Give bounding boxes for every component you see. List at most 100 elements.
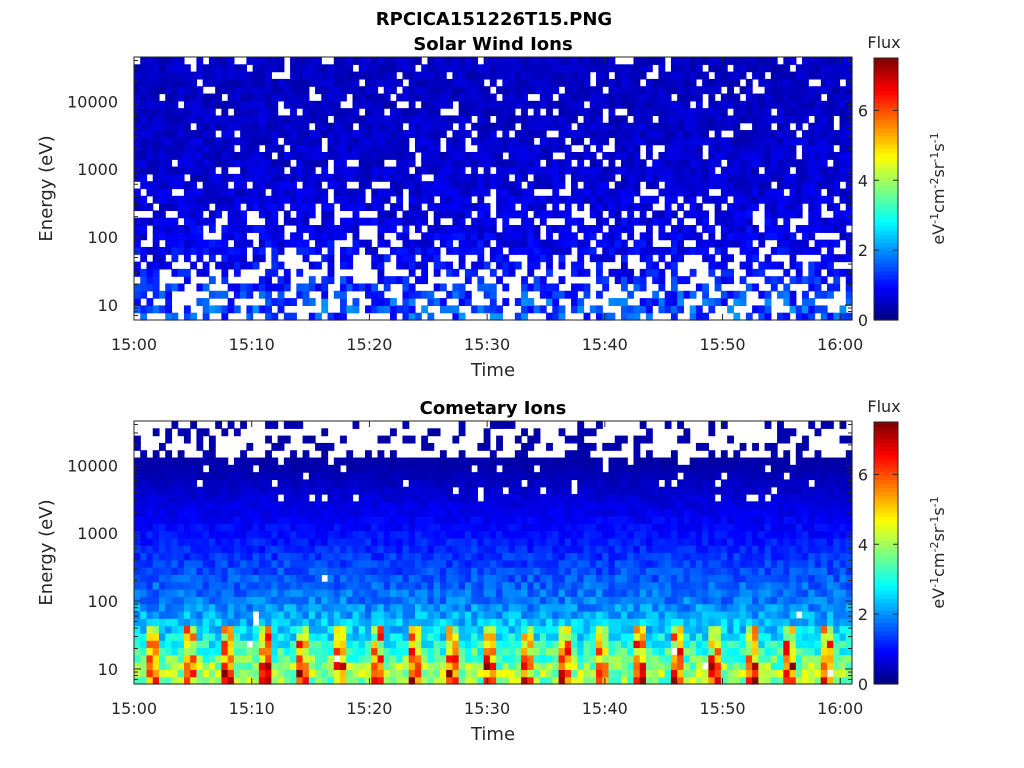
heatmap-cell	[745, 239, 753, 248]
heatmap-cell	[277, 610, 285, 619]
heatmap-cell	[664, 71, 672, 80]
heatmap-cell	[414, 486, 422, 495]
heatmap-cell	[327, 647, 335, 656]
heatmap-cell	[839, 312, 847, 321]
heatmap-cell	[358, 654, 366, 663]
heatmap-cell	[233, 181, 241, 190]
heatmap-cell	[602, 137, 610, 146]
heatmap-cell	[577, 93, 585, 102]
heatmap-cell	[277, 574, 285, 583]
heatmap-cell	[346, 603, 354, 612]
heatmap-cell	[758, 93, 766, 102]
heatmap-cell	[233, 486, 241, 495]
heatmap-cell	[433, 115, 441, 124]
heatmap-cell	[571, 57, 578, 65]
heatmap-cell	[315, 610, 322, 619]
heatmap-cell	[158, 545, 166, 554]
heatmap-cell	[333, 225, 341, 233]
heatmap-cell	[134, 662, 141, 670]
heatmap-cell	[452, 166, 460, 175]
heatmap-cell	[402, 217, 410, 226]
heatmap-cell	[708, 86, 716, 95]
heatmap-cell	[352, 654, 360, 663]
heatmap-cell	[446, 86, 454, 95]
heatmap-cell	[689, 122, 697, 131]
heatmap-cell	[333, 508, 341, 517]
heatmap-cell	[277, 188, 285, 197]
heatmap-cell	[620, 159, 628, 168]
heatmap-cell	[770, 93, 778, 102]
heatmap-cell	[496, 86, 503, 95]
heatmap-cell	[221, 625, 229, 634]
heatmap-cell	[620, 261, 628, 270]
heatmap-cell	[433, 122, 441, 131]
heatmap-cell	[627, 268, 635, 277]
heatmap-cell	[165, 581, 173, 590]
heatmap-cell	[664, 122, 672, 131]
heatmap-cell	[839, 122, 847, 131]
heatmap-cell	[134, 195, 141, 204]
heatmap-cell	[752, 64, 759, 73]
heatmap-cell	[221, 203, 229, 212]
heatmap-cell	[770, 225, 778, 233]
heatmap-cell	[658, 225, 666, 233]
heatmap-cell	[358, 137, 366, 146]
heatmap-cell	[708, 137, 716, 146]
heatmap-cell	[739, 298, 747, 306]
heatmap-cell	[258, 486, 266, 495]
heatmap-cell	[140, 312, 148, 321]
heatmap-cell	[664, 93, 672, 102]
heatmap-cell	[327, 654, 335, 663]
heatmap-cell	[202, 93, 210, 102]
heatmap-cell	[714, 246, 722, 255]
heatmap-cell	[215, 537, 223, 546]
heatmap-cell	[408, 508, 416, 517]
heatmap-cell	[433, 654, 441, 663]
heatmap-cell	[602, 276, 610, 285]
heatmap-cell	[190, 640, 198, 649]
heatmap-cell	[708, 261, 716, 270]
heatmap-cell	[414, 93, 422, 102]
heatmap-cell	[814, 225, 822, 233]
heatmap-cell	[389, 552, 397, 561]
heatmap-cell	[552, 122, 560, 131]
heatmap-cell	[396, 494, 404, 502]
heatmap-cell	[446, 530, 454, 539]
heatmap-cell	[202, 581, 210, 590]
heatmap-cell	[327, 122, 335, 131]
heatmap-cell	[670, 173, 678, 182]
heatmap-cell	[633, 137, 641, 146]
heatmap-cell	[389, 210, 397, 219]
heatmap-cell	[371, 151, 379, 160]
heatmap-cell	[365, 574, 372, 583]
heatmap-cell	[283, 669, 291, 678]
heatmap-cell	[708, 166, 716, 175]
heatmap-cell	[177, 151, 185, 160]
panel-title: Cometary Ions	[420, 398, 567, 419]
heatmap-cell	[408, 457, 416, 466]
heatmap-cell	[158, 508, 166, 517]
heatmap-cell	[258, 669, 266, 678]
heatmap-cell	[427, 78, 435, 87]
heatmap-cell	[340, 290, 347, 299]
heatmap-cell	[365, 181, 372, 190]
heatmap-cell	[190, 246, 198, 255]
heatmap-cell	[283, 515, 291, 524]
heatmap-cell	[315, 589, 322, 597]
heatmap-cell	[240, 457, 247, 466]
heatmap-cell	[439, 552, 447, 561]
heatmap-cell	[352, 640, 360, 649]
heatmap-cell	[196, 625, 204, 634]
heatmap-cell	[446, 246, 454, 255]
heatmap-cell	[546, 173, 553, 182]
heatmap-cell	[258, 632, 266, 641]
heatmap-cell	[365, 559, 372, 568]
heatmap-cell	[677, 305, 685, 314]
heatmap-cell	[290, 137, 297, 146]
heatmap-cell	[277, 589, 285, 597]
heatmap-cell	[196, 71, 204, 80]
heatmap-cell	[396, 508, 404, 517]
heatmap-cell	[683, 195, 691, 204]
heatmap-cell	[527, 100, 535, 109]
